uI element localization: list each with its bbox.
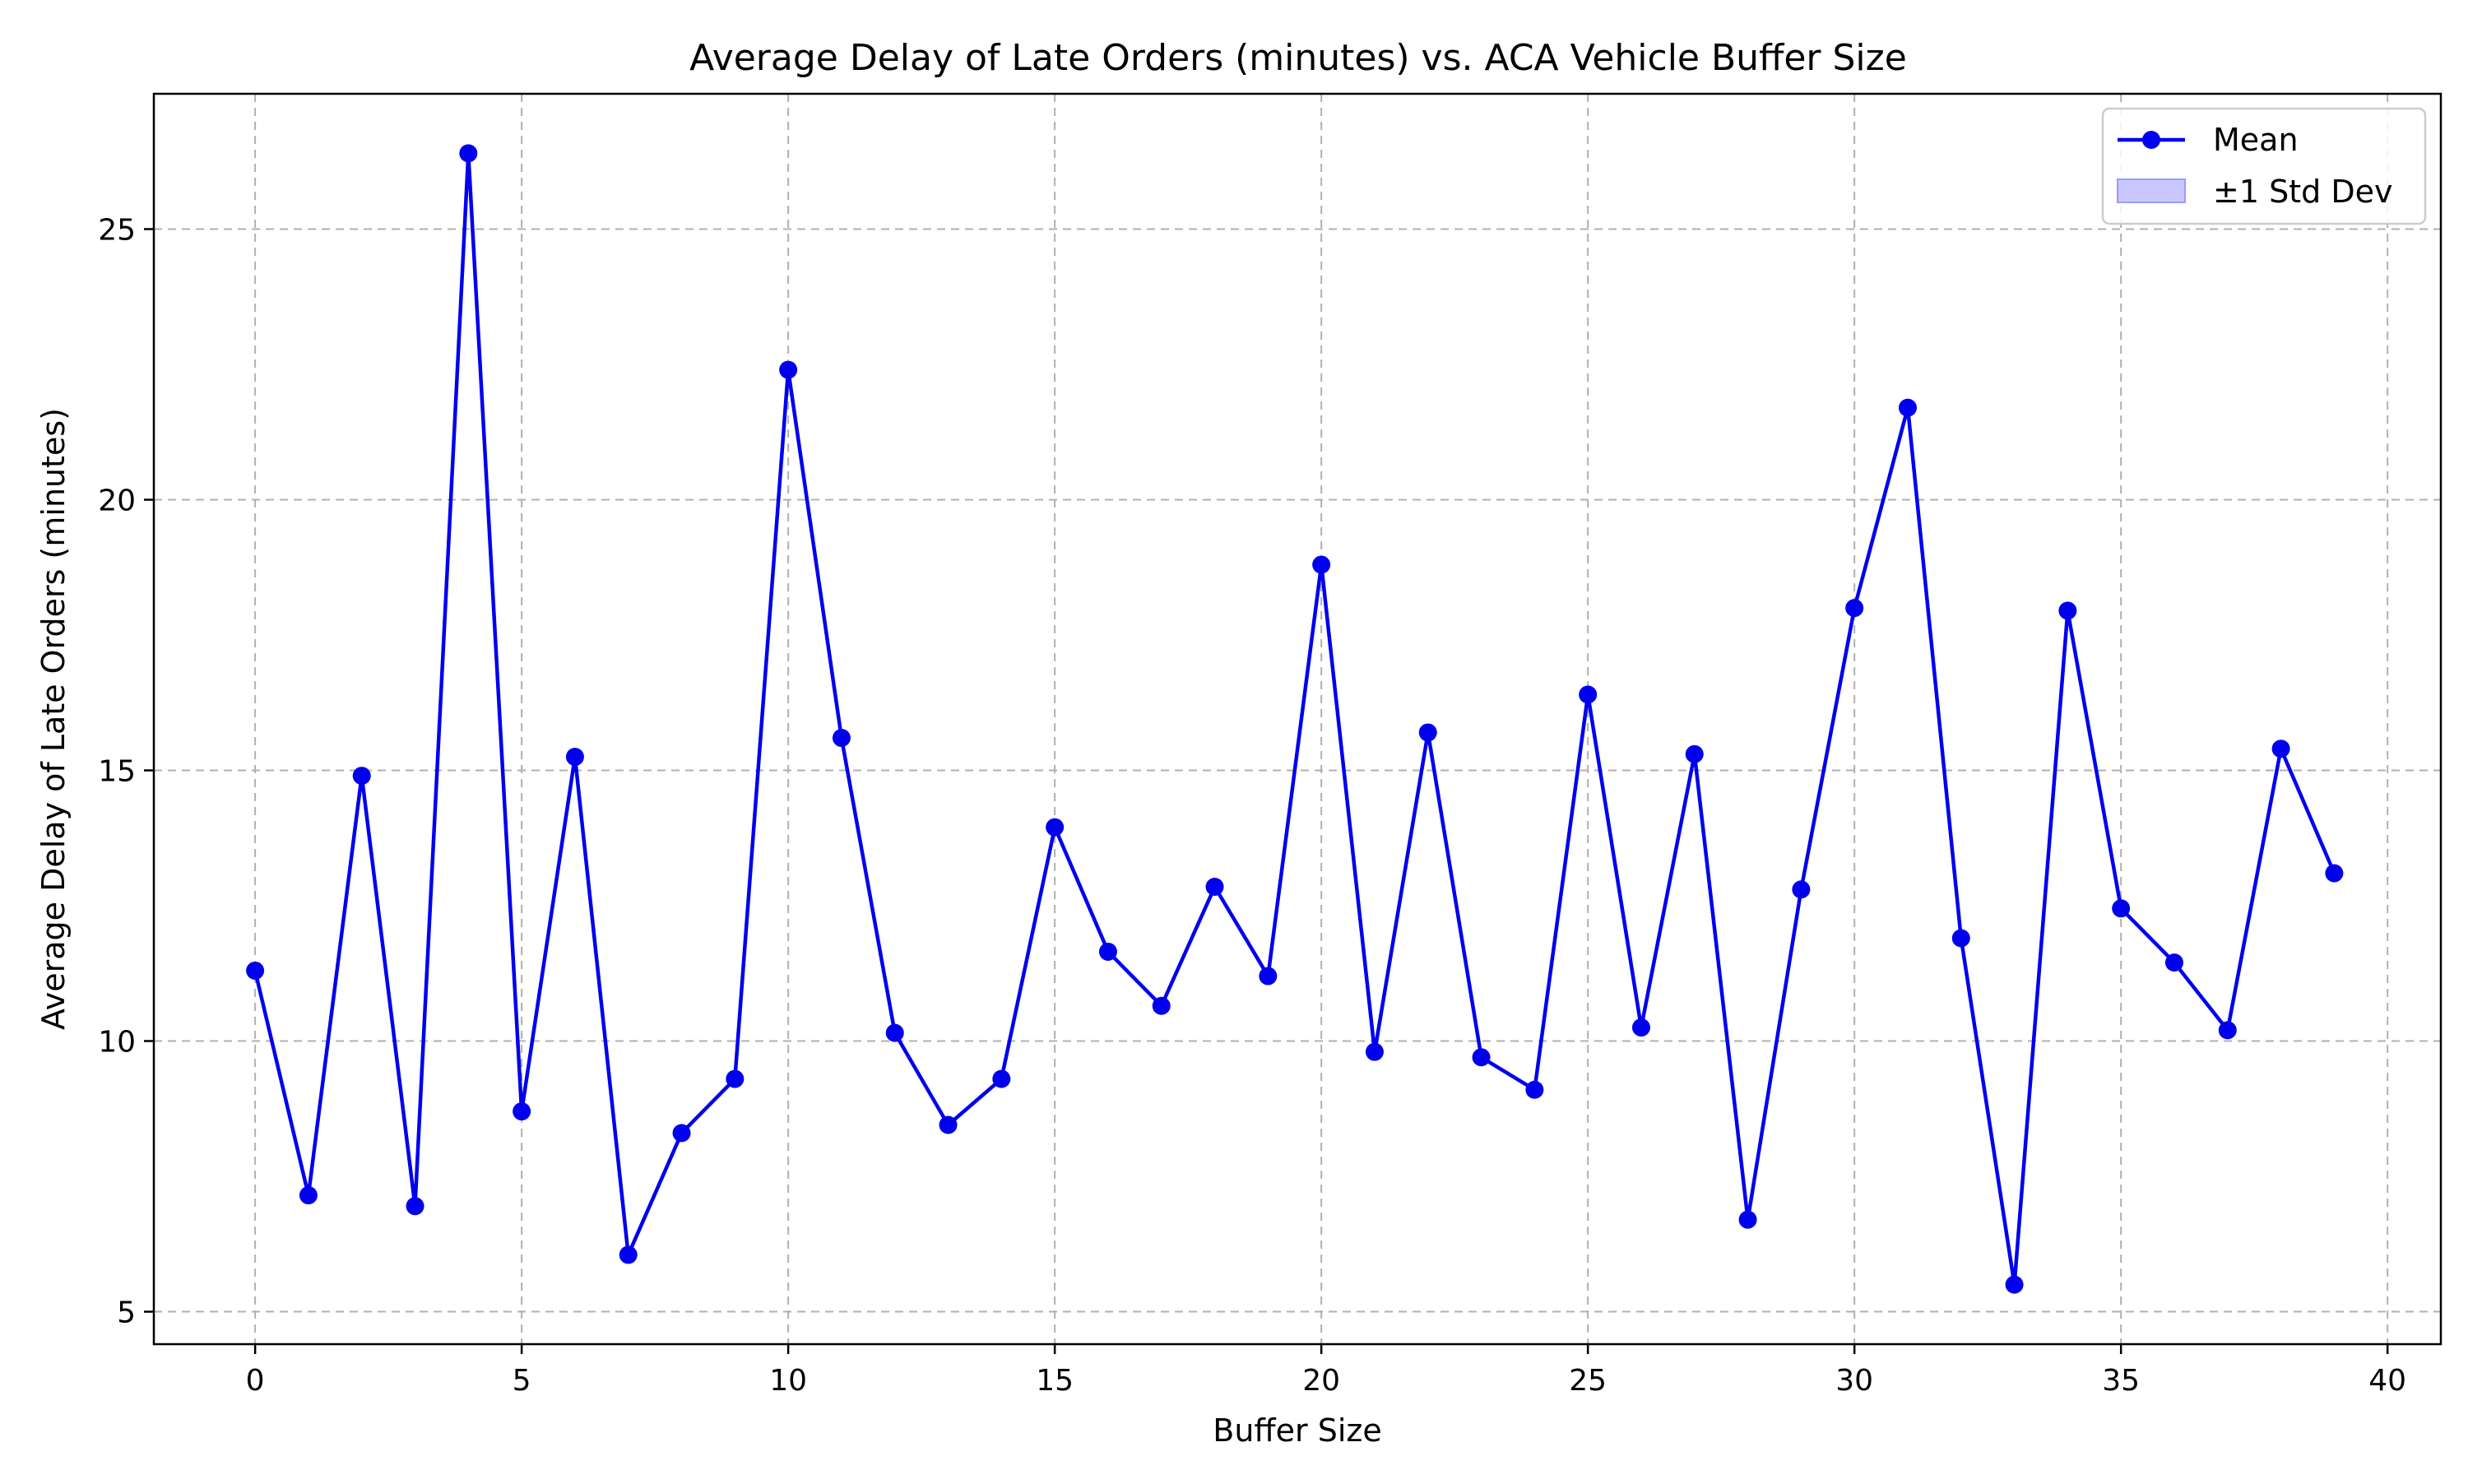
data-point (1579, 685, 1598, 704)
x-tick-label: 10 (769, 1364, 807, 1398)
y-axis-label: Average Delay of Late Orders (minutes) (35, 408, 72, 1030)
data-point (1365, 1042, 1384, 1061)
x-tick-label: 0 (246, 1364, 265, 1398)
data-point (2164, 953, 2183, 972)
x-axis-label: Buffer Size (1213, 1412, 1381, 1449)
data-point (1418, 723, 1437, 742)
data-point (1152, 996, 1171, 1015)
y-tick-label: 10 (98, 1026, 136, 1060)
series-line-layer (253, 151, 2336, 1287)
data-point (885, 1023, 904, 1042)
x-tick-label: 35 (2102, 1364, 2140, 1398)
data-point (2058, 601, 2077, 620)
x-tick-label: 25 (1569, 1364, 1607, 1398)
data-point (939, 1115, 958, 1134)
x-tick-label: 20 (1302, 1364, 1340, 1398)
data-point (1098, 942, 1117, 961)
data-point (2112, 899, 2131, 918)
data-point (2325, 864, 2344, 883)
data-point (779, 360, 798, 379)
data-point (1205, 877, 1224, 896)
axis-ticks: 0 5 10 15 20 25 30 35 40 5 10 15 20 25 (98, 214, 2406, 1398)
plot-area-frame (152, 92, 2442, 1346)
data-point (1792, 880, 1811, 899)
data-point (832, 729, 851, 748)
data-point (1898, 398, 1917, 417)
data-point (619, 1245, 638, 1264)
data-point (565, 748, 584, 767)
data-point (1738, 1210, 1757, 1229)
data-point (1259, 967, 1278, 985)
data-point (2218, 1021, 2237, 1040)
x-tick-label: 15 (1036, 1364, 1074, 1398)
data-point (672, 1124, 691, 1143)
x-tick-label: 40 (2368, 1364, 2406, 1398)
series-line-mean (253, 151, 2336, 1287)
y-tick-label: 15 (98, 755, 136, 789)
chart-title: Average Delay of Late Orders (minutes) v… (689, 37, 1907, 79)
y-tick-label: 5 (117, 1296, 136, 1330)
data-point (246, 961, 265, 980)
data-point (1046, 818, 1065, 837)
y-tick-label: 20 (98, 485, 136, 518)
data-point (1525, 1080, 1544, 1099)
x-tick-label: 5 (513, 1364, 531, 1398)
legend-entry-std-dev: ±1 Std Dev (2213, 174, 2392, 210)
y-tick-label: 25 (98, 214, 136, 248)
x-tick-label: 30 (1835, 1364, 1873, 1398)
legend-band-swatch (2117, 179, 2186, 203)
data-point (513, 1102, 531, 1121)
data-point (1472, 1048, 1491, 1067)
grid (154, 94, 2441, 1344)
data-point (1312, 555, 1331, 574)
data-point (992, 1069, 1011, 1088)
data-point (2271, 740, 2290, 758)
data-point (406, 1197, 424, 1216)
data-point (1685, 744, 1704, 763)
data-point (2005, 1275, 2024, 1294)
data-point (459, 144, 478, 163)
data-point (726, 1069, 745, 1088)
data-point (1951, 929, 1970, 948)
series-points-layer (246, 144, 2344, 1294)
legend: Mean ±1 Std Dev (2101, 107, 2427, 225)
data-point (1845, 599, 1864, 618)
data-point (352, 767, 371, 786)
data-point (1631, 1018, 1650, 1037)
data-point (299, 1186, 318, 1205)
legend-marker-icon (2142, 131, 2160, 149)
legend-entry-mean: Mean (2213, 122, 2299, 158)
